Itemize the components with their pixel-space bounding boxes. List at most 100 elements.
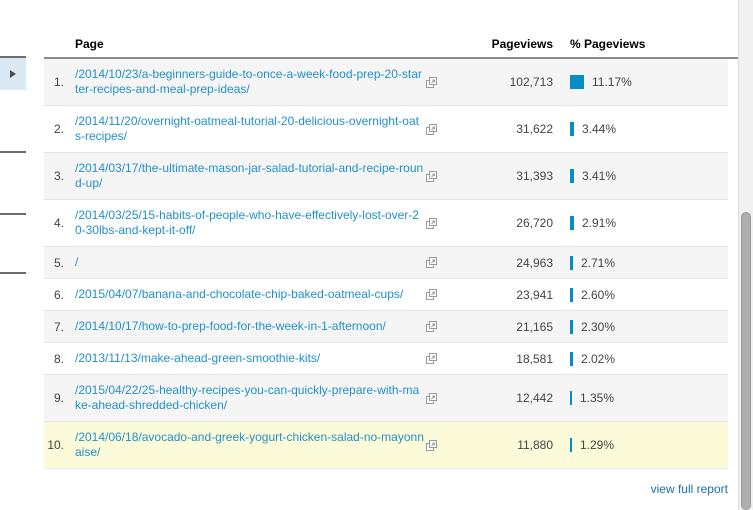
column-header-pct-pageviews[interactable]: % Pageviews [570, 36, 646, 51]
expand-panel-button[interactable] [0, 56, 26, 90]
pct-value: 11.17% [592, 75, 632, 89]
pct-bar [570, 438, 572, 452]
pct-value: 3.41% [582, 169, 617, 183]
row-rank: 4. [53, 216, 64, 230]
external-link-icon[interactable] [426, 353, 437, 364]
pageviews-value: 11,880 [517, 438, 553, 452]
table-row: 2. /2014/11/20/overnight-oatmeal-tutoria… [44, 106, 728, 153]
table-row: 8. /2013/11/13/make-ahead-green-smoothie… [44, 343, 728, 375]
left-panel-divider [0, 151, 26, 153]
table-header-row: Page Pageviews % Pageviews [44, 30, 738, 59]
page-link[interactable]: /2015/04/22/25-healthy-recipes-you-can-q… [75, 383, 420, 412]
external-link-icon[interactable] [426, 289, 437, 300]
scrollbar-thumb[interactable] [741, 212, 751, 510]
page-link[interactable]: /2014/03/25/15-habits-of-people-who-have… [75, 208, 419, 237]
external-link-icon[interactable] [426, 321, 437, 332]
pct-value: 2.02% [581, 351, 616, 366]
table-row: 3. /2014/03/17/the-ultimate-mason-jar-sa… [44, 153, 728, 200]
pct-bar [570, 216, 574, 230]
external-link-icon[interactable] [426, 257, 437, 268]
external-link-icon[interactable] [426, 217, 437, 229]
pageviews-value: 31,393 [516, 169, 553, 183]
table-body: 1. /2014/10/23/a-beginners-guide-to-once… [44, 59, 728, 469]
pct-value: 1.29% [580, 438, 615, 452]
pct-pageviews-cell: 3.44% [557, 122, 728, 136]
left-panel-divider [0, 272, 26, 274]
view-full-report-link[interactable]: view full report [650, 482, 728, 496]
pageviews-value: 24,963 [516, 255, 553, 270]
row-rank: 10. [47, 438, 64, 452]
pct-value: 2.30% [581, 319, 616, 334]
pct-bar [570, 122, 574, 136]
pct-value: 2.60% [581, 287, 616, 302]
page-link[interactable]: /2014/10/23/a-beginners-guide-to-once-a-… [75, 67, 422, 96]
pct-pageviews-cell: 2.71% [557, 255, 728, 270]
page-cell: /2014/06/18/avocado-and-greek-yogurt-chi… [70, 422, 438, 468]
pageviews-value: 21,165 [516, 319, 553, 334]
page-link[interactable]: /2014/03/17/the-ultimate-mason-jar-salad… [75, 161, 424, 190]
pct-bar [570, 287, 573, 302]
table-row: 5. / 24,963 2.71% [44, 247, 728, 279]
pct-bar [570, 391, 572, 405]
page-cell: /2014/03/25/15-habits-of-people-who-have… [70, 200, 438, 246]
page-cell: /2014/10/23/a-beginners-guide-to-once-a-… [70, 59, 438, 105]
external-link-icon[interactable] [426, 392, 437, 404]
caret-right-icon [10, 70, 16, 78]
page-link[interactable]: /2014/11/20/overnight-oatmeal-tutorial-2… [75, 114, 419, 143]
table-row: 7. /2014/10/17/how-to-prep-food-for-the-… [44, 311, 728, 343]
pct-value: 2.71% [581, 255, 616, 270]
pageviews-value: 31,622 [516, 122, 553, 136]
pct-value: 2.91% [582, 216, 617, 230]
external-link-icon[interactable] [426, 123, 437, 135]
row-rank: 1. [53, 75, 64, 89]
page-link[interactable]: /2014/06/18/avocado-and-greek-yogurt-chi… [75, 430, 424, 459]
page-cell: / [70, 247, 438, 278]
page-cell: /2014/11/20/overnight-oatmeal-tutorial-2… [70, 106, 438, 152]
page-cell: /2014/03/17/the-ultimate-mason-jar-salad… [70, 153, 438, 199]
external-link-icon[interactable] [426, 439, 437, 451]
table-row: 1. /2014/10/23/a-beginners-guide-to-once… [44, 59, 728, 106]
vertical-scrollbar[interactable] [738, 0, 753, 510]
row-rank: 9. [53, 391, 64, 405]
pct-pageviews-cell: 2.02% [557, 351, 728, 366]
row-rank: 3. [53, 169, 64, 183]
pageviews-value: 23,941 [516, 287, 553, 302]
pct-pageviews-cell: 2.91% [557, 216, 728, 230]
pct-bar [570, 75, 584, 89]
pageviews-value: 18,581 [516, 351, 553, 366]
pct-pageviews-cell: 2.60% [557, 287, 728, 302]
column-header-page[interactable]: Page [75, 36, 104, 51]
external-link-icon[interactable] [426, 76, 437, 88]
table-row: 9. /2015/04/22/25-healthy-recipes-you-ca… [44, 375, 728, 422]
page-link[interactable]: /2013/11/13/make-ahead-green-smoothie-ki… [75, 351, 321, 365]
pct-pageviews-cell: 3.41% [557, 169, 728, 183]
page-cell: /2013/11/13/make-ahead-green-smoothie-ki… [70, 343, 438, 374]
row-rank: 5. [53, 255, 64, 270]
page-link[interactable]: / [75, 255, 79, 269]
row-rank: 7. [53, 319, 64, 334]
page-cell: /2015/04/22/25-healthy-recipes-you-can-q… [70, 375, 438, 421]
pct-pageviews-cell: 1.29% [557, 438, 728, 452]
table-row: 4. /2014/03/25/15-habits-of-people-who-h… [44, 200, 728, 247]
left-panel-divider [0, 213, 26, 215]
pct-value: 3.44% [582, 122, 617, 136]
row-rank: 6. [53, 287, 64, 302]
page-link[interactable]: /2015/04/07/banana-and-chocolate-chip-ba… [75, 287, 404, 301]
pct-bar [570, 169, 574, 183]
pageviews-value: 12,442 [516, 391, 553, 405]
page-link[interactable]: /2014/10/17/how-to-prep-food-for-the-wee… [75, 319, 386, 333]
table-row: 6. /2015/04/07/banana-and-chocolate-chip… [44, 279, 728, 311]
pct-pageviews-cell: 2.30% [557, 319, 728, 334]
page-cell: /2014/10/17/how-to-prep-food-for-the-wee… [70, 311, 438, 342]
column-header-pageviews[interactable]: Pageviews [491, 36, 553, 51]
pct-pageviews-cell: 11.17% [557, 75, 728, 89]
pct-bar [570, 319, 573, 334]
pageviews-value: 102,713 [509, 75, 553, 89]
pct-pageviews-cell: 1.35% [557, 391, 728, 405]
table-row: 10. /2014/06/18/avocado-and-greek-yogurt… [44, 422, 728, 469]
external-link-icon[interactable] [426, 170, 437, 182]
row-rank: 8. [53, 351, 64, 366]
pct-bar [570, 255, 573, 270]
page-cell: /2015/04/07/banana-and-chocolate-chip-ba… [70, 279, 438, 310]
pct-bar [570, 351, 573, 366]
